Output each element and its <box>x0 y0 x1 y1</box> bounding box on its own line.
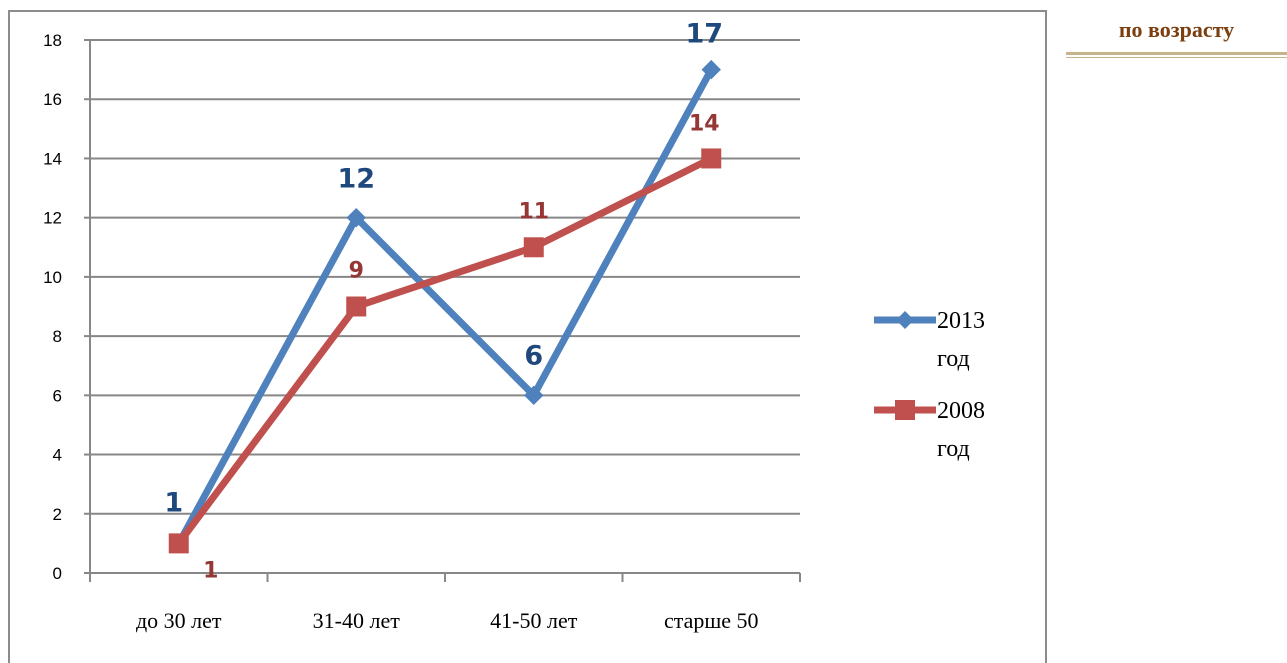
data-label: 17 <box>685 19 723 50</box>
y-tick-label: 12 <box>43 209 62 228</box>
heading-rule-thin <box>1066 57 1287 58</box>
data-label: 6 <box>524 340 543 371</box>
data-point-marker <box>346 207 366 228</box>
data-label: 1 <box>164 487 183 518</box>
y-tick-label: 16 <box>43 90 62 109</box>
x-tick-label: 41-50 лет <box>490 608 578 633</box>
legend-label: 2008 <box>937 398 985 424</box>
y-tick-label: 2 <box>53 505 62 524</box>
data-label: 11 <box>518 199 549 224</box>
data-point-marker <box>701 148 722 169</box>
y-tick-label: 10 <box>43 268 62 287</box>
data-point-marker <box>701 59 721 80</box>
y-tick-label: 6 <box>53 386 62 405</box>
y-tick-label: 18 <box>43 31 62 50</box>
y-tick-label: 8 <box>53 327 62 346</box>
x-tick-label: до 30 лет <box>136 608 222 633</box>
data-point-marker <box>524 385 544 406</box>
legend-label: 2013 <box>937 308 985 334</box>
y-tick-label: 0 <box>53 564 62 583</box>
series-line <box>175 67 715 546</box>
y-tick-label: 14 <box>43 149 62 168</box>
data-label: 1 <box>203 558 218 583</box>
heading-rule <box>1066 52 1287 55</box>
legend-label: год <box>937 346 970 372</box>
x-tick-label: 31-40 лет <box>313 608 401 633</box>
side-heading: по возрасту <box>1118 17 1235 42</box>
data-label: 12 <box>337 164 375 195</box>
data-point-marker <box>523 237 544 258</box>
x-tick-label: старше 50 <box>664 608 759 633</box>
chart-frame <box>8 10 1047 663</box>
legend-label: год <box>937 436 970 462</box>
y-tick-label: 4 <box>53 446 62 465</box>
legend-marker <box>896 311 914 329</box>
data-label: 9 <box>349 259 364 284</box>
data-point-marker <box>346 296 367 317</box>
data-point-marker <box>168 533 189 554</box>
legend-marker <box>895 400 915 420</box>
series-line <box>175 155 713 546</box>
data-label: 14 <box>689 111 720 136</box>
